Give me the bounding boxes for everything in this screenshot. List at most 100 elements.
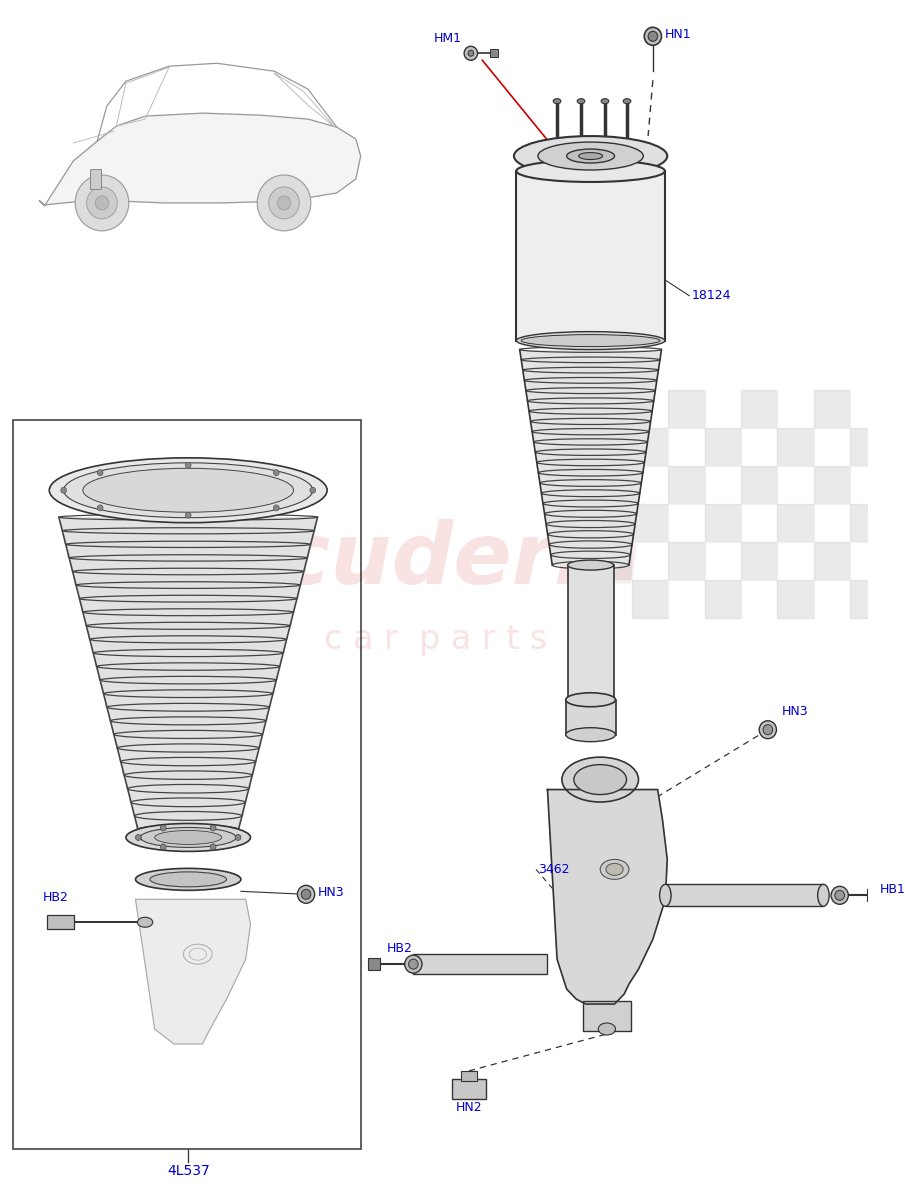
Bar (814, 542, 850, 580)
Circle shape (277, 196, 291, 210)
Bar (632, 428, 668, 467)
Ellipse shape (136, 869, 241, 890)
Text: c a r  p a r t s: c a r p a r t s (324, 624, 547, 656)
Ellipse shape (126, 823, 251, 852)
Bar (539, 473, 643, 482)
Bar (567, 565, 614, 700)
Circle shape (468, 50, 473, 56)
Text: scuderia: scuderia (229, 518, 643, 601)
Bar (90, 169, 101, 188)
Circle shape (95, 196, 109, 210)
Bar (71, 558, 306, 571)
Bar (632, 504, 668, 542)
Bar (777, 390, 814, 428)
Ellipse shape (140, 828, 236, 847)
Polygon shape (40, 113, 361, 206)
Bar (535, 442, 647, 452)
Bar (850, 467, 887, 504)
Bar (540, 482, 641, 493)
Bar (517, 170, 665, 341)
Bar (536, 452, 645, 462)
Bar (741, 428, 777, 467)
Ellipse shape (817, 884, 829, 906)
Bar (777, 467, 814, 504)
Ellipse shape (155, 830, 222, 845)
Bar (524, 370, 658, 380)
Bar (814, 390, 850, 428)
Circle shape (186, 512, 191, 518)
Bar (741, 580, 777, 618)
Circle shape (210, 844, 216, 850)
Bar (866, 889, 878, 901)
Ellipse shape (567, 149, 614, 163)
Bar (583, 1001, 631, 1031)
Circle shape (136, 834, 141, 840)
Bar (546, 514, 636, 524)
Bar (529, 412, 652, 421)
Polygon shape (136, 899, 251, 1044)
Bar (665, 884, 824, 906)
Bar (814, 467, 850, 504)
Bar (61, 517, 316, 530)
Text: 4L537: 4L537 (167, 1164, 210, 1177)
Circle shape (648, 31, 658, 41)
Ellipse shape (49, 458, 327, 523)
Circle shape (835, 890, 844, 900)
Bar (632, 542, 668, 580)
Ellipse shape (567, 560, 614, 570)
Circle shape (97, 505, 103, 511)
Bar (705, 428, 741, 467)
Bar (566, 700, 615, 734)
Bar (544, 504, 637, 514)
Bar (116, 734, 261, 748)
Bar (520, 349, 661, 360)
Bar (741, 390, 777, 428)
Bar (668, 504, 705, 542)
Bar (64, 530, 312, 545)
Ellipse shape (562, 757, 639, 802)
Text: HN3: HN3 (782, 704, 809, 718)
Ellipse shape (598, 1024, 615, 1034)
Circle shape (160, 844, 167, 850)
Bar (741, 504, 777, 542)
Circle shape (831, 887, 848, 905)
Text: 18124: 18124 (691, 289, 730, 302)
Ellipse shape (566, 692, 615, 707)
Bar (68, 545, 309, 558)
Bar (136, 816, 240, 829)
Bar (595, 390, 632, 428)
Ellipse shape (517, 160, 665, 182)
Ellipse shape (514, 136, 667, 176)
Bar (777, 542, 814, 580)
Bar (814, 504, 850, 542)
Ellipse shape (624, 98, 631, 103)
Bar (777, 428, 814, 467)
Ellipse shape (574, 764, 626, 794)
Bar (529, 401, 653, 412)
Bar (595, 428, 632, 467)
Bar (668, 467, 705, 504)
Bar (525, 380, 656, 391)
Circle shape (160, 824, 167, 830)
Bar (632, 467, 668, 504)
Text: HB2: HB2 (43, 892, 69, 905)
Bar (777, 504, 814, 542)
Bar (668, 580, 705, 618)
Bar (542, 493, 639, 504)
Bar (78, 586, 299, 599)
Circle shape (273, 505, 279, 511)
Bar (705, 504, 741, 542)
Bar (741, 542, 777, 580)
Circle shape (61, 487, 67, 493)
Bar (462, 1070, 477, 1081)
Ellipse shape (578, 152, 603, 160)
Text: HB1: HB1 (880, 883, 905, 896)
Bar (81, 599, 295, 612)
Ellipse shape (138, 917, 153, 928)
Circle shape (408, 959, 418, 970)
Circle shape (273, 469, 279, 475)
Circle shape (269, 187, 300, 218)
Circle shape (644, 28, 662, 46)
Bar (102, 680, 274, 694)
Ellipse shape (566, 727, 615, 742)
